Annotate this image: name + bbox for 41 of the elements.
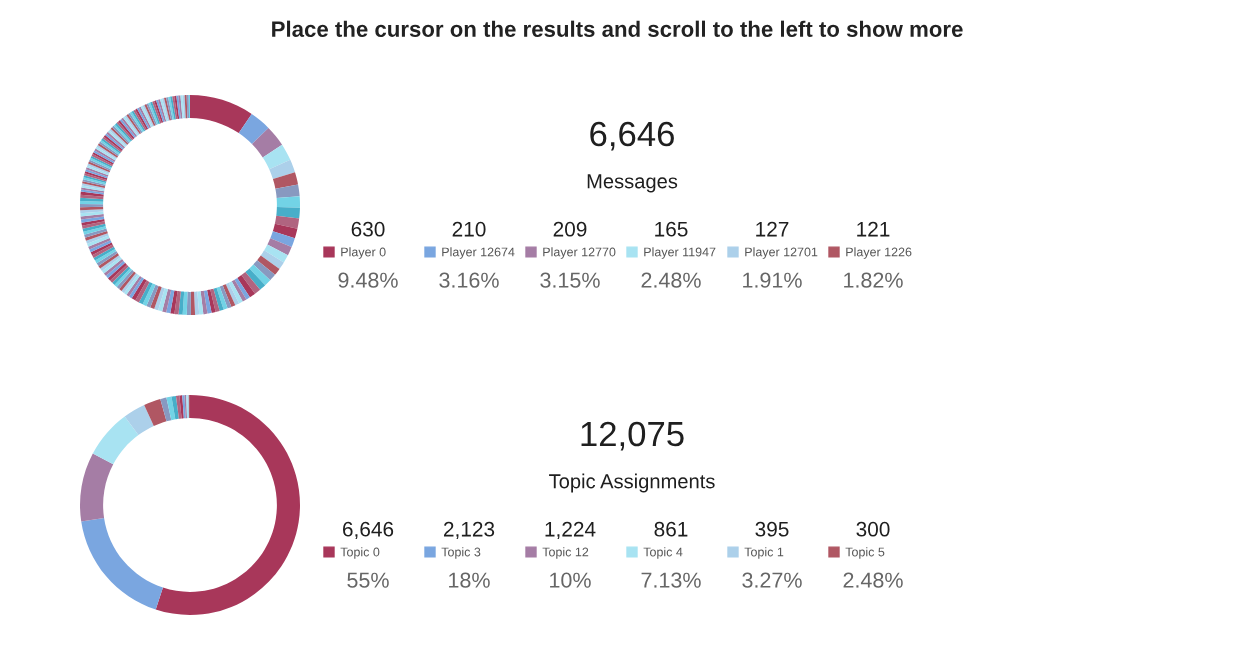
text: Place the cursor on the results and scroll to the left to show more (272, 20, 963, 37)
data-label: 861 (654, 521, 688, 537)
data-label: 395 (755, 521, 789, 537)
text: 3.16% (439, 272, 499, 288)
text: 6,646 (590, 121, 674, 151)
text: 55% (347, 572, 389, 588)
text: 12,075 (581, 421, 684, 451)
data-label: 121 (857, 221, 890, 237)
legend-label: Topic 4 (643, 547, 683, 559)
data-label: 209 (553, 221, 587, 237)
legend-label: Player 11947 (644, 247, 716, 259)
legend-label: Player 12674 (442, 247, 515, 259)
legend-label: Topic 5 (845, 547, 885, 559)
text: 9.48% (338, 272, 398, 288)
legend-label: Topic 12 (542, 547, 589, 559)
data-label: 1,224 (545, 521, 596, 540)
legend-label: Topic 3 (441, 547, 481, 559)
legend-label: Player 12770 (543, 247, 616, 259)
text: 2.48% (641, 272, 701, 288)
text: Topic Assignments (549, 473, 715, 493)
legend-label: Player 0 (341, 247, 386, 259)
data-label: 300 (856, 521, 890, 537)
text: 2.48% (843, 572, 903, 588)
text: 18% (449, 572, 490, 588)
text: 3.15% (540, 272, 600, 288)
legend-label: Player 12701 (745, 247, 818, 259)
data-label: 6,646 (342, 521, 394, 540)
data-label: 127 (756, 221, 789, 237)
legend-label: Topic 1 (744, 547, 784, 559)
text: 10% (550, 572, 591, 588)
text: 7.13% (641, 572, 701, 588)
text: 1.91% (743, 272, 802, 288)
text: Messages (587, 174, 678, 193)
data-label: 165 (655, 221, 688, 237)
legend-label: Player 1226 (846, 247, 912, 259)
text: 3.27% (742, 572, 802, 588)
data-label: 2,123 (443, 521, 495, 540)
text: 1.82% (844, 272, 903, 288)
data-label: 630 (351, 221, 385, 237)
data-label: 210 (452, 221, 486, 237)
legend-label: Topic 0 (340, 547, 380, 559)
